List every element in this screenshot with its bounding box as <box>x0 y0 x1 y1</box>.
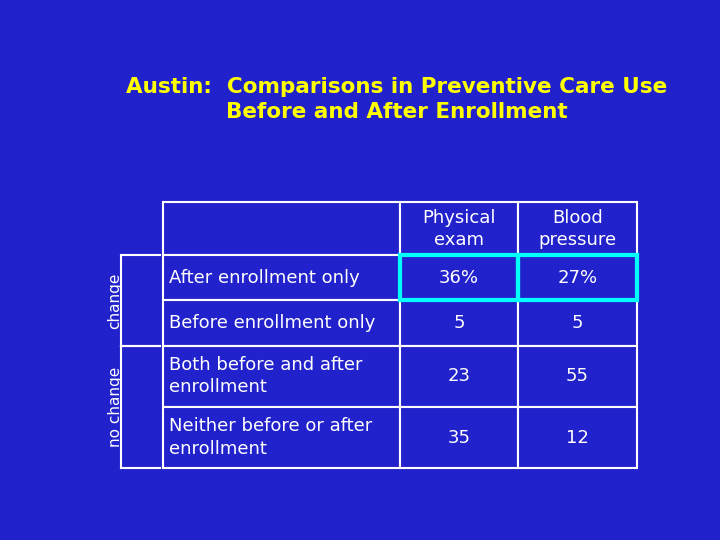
Text: Neither before or after
enrollment: Neither before or after enrollment <box>169 417 372 457</box>
Text: 27%: 27% <box>557 269 598 287</box>
Text: 36%: 36% <box>439 269 479 287</box>
Text: Blood
pressure: Blood pressure <box>539 208 616 249</box>
Text: 35: 35 <box>447 429 470 447</box>
Text: Austin:  Comparisons in Preventive Care Use
Before and After Enrollment: Austin: Comparisons in Preventive Care U… <box>126 77 667 122</box>
Text: 12: 12 <box>566 429 589 447</box>
Text: After enrollment only: After enrollment only <box>169 269 360 287</box>
Text: 55: 55 <box>566 367 589 386</box>
Text: change: change <box>107 272 122 329</box>
Text: 5: 5 <box>453 314 464 332</box>
Text: no change: no change <box>107 367 122 447</box>
Text: 23: 23 <box>447 367 470 386</box>
Text: 5: 5 <box>572 314 583 332</box>
Text: Physical
exam: Physical exam <box>422 208 496 249</box>
Text: Both before and after
enrollment: Both before and after enrollment <box>169 356 363 396</box>
Text: Before enrollment only: Before enrollment only <box>169 314 376 332</box>
